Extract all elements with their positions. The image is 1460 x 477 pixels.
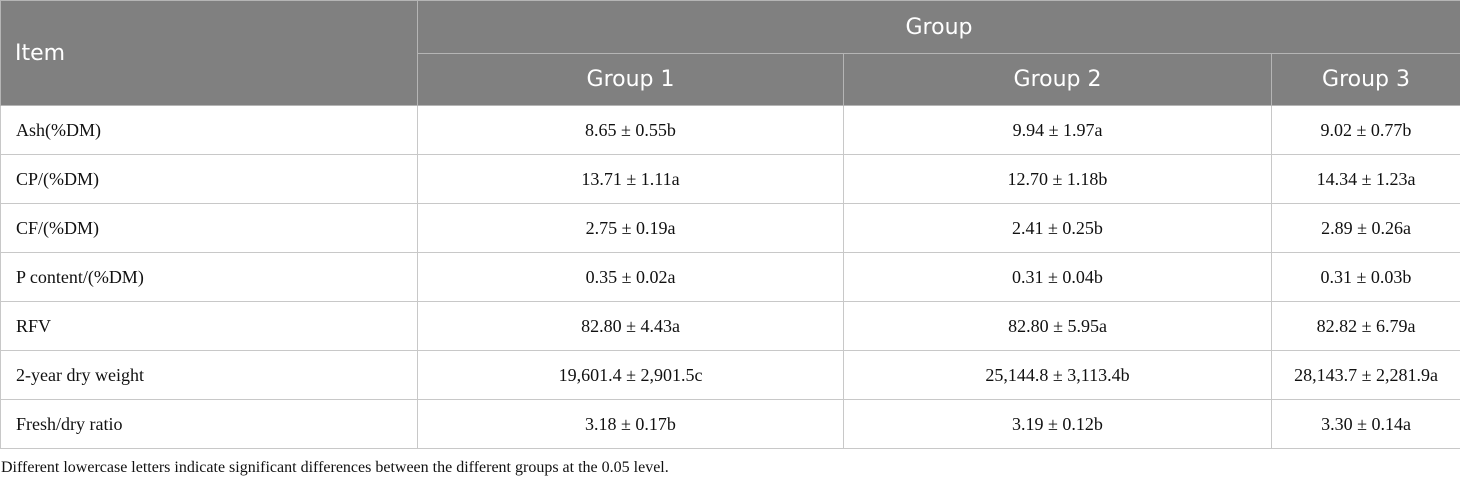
- table-row: CP/(%DM) 13.71 ± 1.11a 12.70 ± 1.18b 14.34 …: [0, 154, 1460, 204]
- group-column-header: Group 3: [1271, 53, 1460, 106]
- cell: 0.31 ± 0.03b: [1271, 252, 1460, 302]
- group-header: Group: [417, 0, 1460, 54]
- row-label: Fresh/dry ratio: [0, 399, 418, 449]
- cell: 2.89 ± 0.26a: [1271, 203, 1460, 253]
- footnote: Different lowercase letters indicate sig…: [1, 459, 669, 476]
- cell: 82.80 ± 5.95a: [843, 301, 1272, 351]
- cell: 82.82 ± 6.79a: [1271, 301, 1460, 351]
- cell: 2.41 ± 0.25b: [843, 203, 1272, 253]
- row-label: RFV: [0, 301, 418, 351]
- data-table: Item Group Group 1 Group 2 Group 3 Ash(%DM…: [0, 0, 1460, 449]
- cell: 12.70 ± 1.18b: [843, 154, 1272, 204]
- row-label: P content/(%DM): [0, 252, 418, 302]
- group-column-header: Group 2: [843, 53, 1272, 106]
- item-header: Item: [0, 0, 418, 106]
- cell: 0.35 ± 0.02a: [417, 252, 844, 302]
- row-label: CP/(%DM): [0, 154, 418, 204]
- cell: 3.30 ± 0.14a: [1271, 399, 1460, 449]
- cell: 2.75 ± 0.19a: [417, 203, 844, 253]
- cell: 28,143.7 ± 2,281.9a: [1271, 350, 1460, 400]
- cell: 13.71 ± 1.11a: [417, 154, 844, 204]
- cell: 9.94 ± 1.97a: [843, 105, 1272, 155]
- cell: 14.34 ± 1.23a: [1271, 154, 1460, 204]
- row-label: CF/(%DM): [0, 203, 418, 253]
- row-label: Ash(%DM): [0, 105, 418, 155]
- cell: 3.19 ± 0.12b: [843, 399, 1272, 449]
- table-row: 2-year dry weight 19,601.4 ± 2,901.5c 25,1…: [0, 350, 1460, 400]
- cell: 3.18 ± 0.17b: [417, 399, 844, 449]
- cell: 8.65 ± 0.55b: [417, 105, 844, 155]
- cell: 82.80 ± 4.43a: [417, 301, 844, 351]
- group-column-header: Group 1: [417, 53, 844, 106]
- table-row: P content/(%DM) 0.35 ± 0.02a 0.31 ± 0.04b 0…: [0, 252, 1460, 302]
- cell: 25,144.8 ± 3,113.4b: [843, 350, 1272, 400]
- row-label: 2-year dry weight: [0, 350, 418, 400]
- cell: 0.31 ± 0.04b: [843, 252, 1272, 302]
- table-row: CF/(%DM) 2.75 ± 0.19a 2.41 ± 0.25b 2.89 ± 0…: [0, 203, 1460, 253]
- table-row: RFV 82.80 ± 4.43a 82.80 ± 5.95a 82.82 ± 6.7…: [0, 301, 1460, 351]
- table-row: Fresh/dry ratio 3.18 ± 0.17b 3.19 ± 0.12b 3…: [0, 399, 1460, 449]
- cell: 19,601.4 ± 2,901.5c: [417, 350, 844, 400]
- table-row: Ash(%DM) 8.65 ± 0.55b 9.94 ± 1.97a 9.02 ± 0…: [0, 105, 1460, 155]
- cell: 9.02 ± 0.77b: [1271, 105, 1460, 155]
